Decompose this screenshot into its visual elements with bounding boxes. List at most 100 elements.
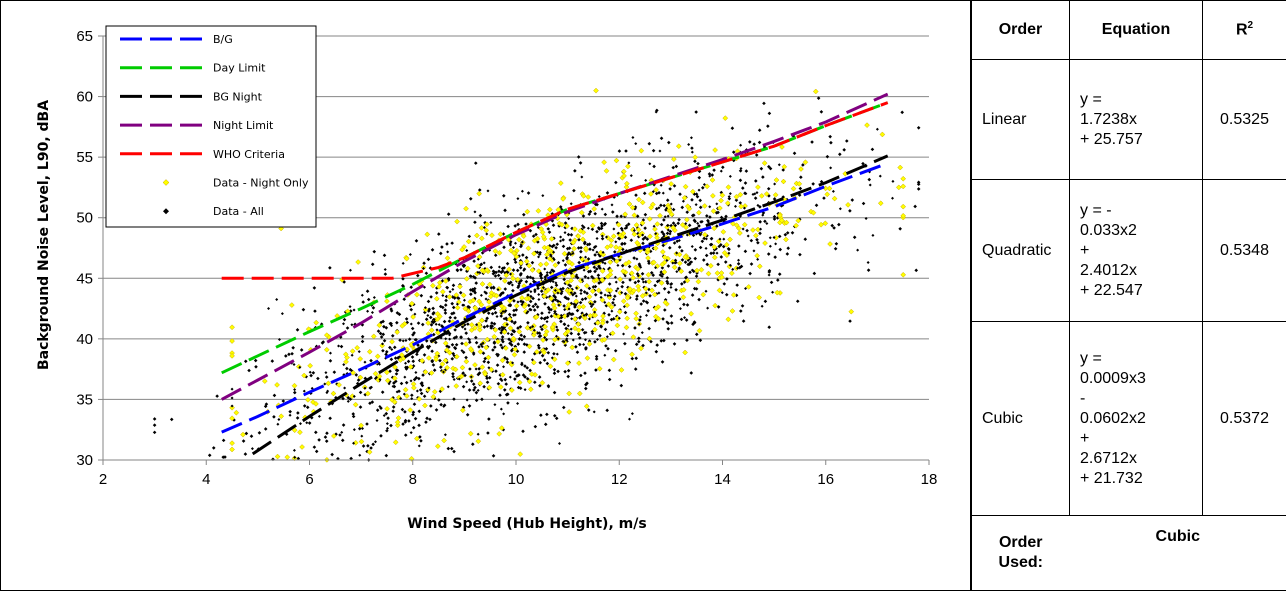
scatter-point-night: [605, 301, 612, 308]
scatter-point-night: [652, 313, 659, 320]
scatter-point: [605, 408, 609, 413]
scatter-point: [469, 379, 474, 383]
scatter-point-night: [795, 217, 802, 224]
scatter-point: [613, 275, 617, 279]
scatter-point: [755, 191, 759, 195]
scatter-point: [704, 289, 708, 293]
scatter-point: [346, 395, 351, 400]
scatter-point-night: [646, 216, 653, 222]
scatter-point: [837, 222, 841, 227]
scatter-point-night: [738, 203, 744, 210]
scatter-point-night: [900, 175, 907, 182]
scatter-point: [653, 283, 657, 288]
scatter-point: [638, 318, 642, 322]
scatter-point: [581, 214, 586, 218]
scatter-point: [404, 338, 408, 342]
scatter-point: [723, 260, 728, 264]
scatter-point: [434, 340, 438, 345]
scatter-point-night: [601, 159, 607, 166]
scatter-point: [502, 266, 506, 270]
scatter-point: [348, 305, 352, 309]
scatter-point-night: [702, 231, 708, 238]
scatter-point: [589, 304, 593, 308]
scatter-point: [450, 295, 455, 299]
scatter-point-night: [684, 277, 691, 284]
legend-label: WHO Criteria: [213, 148, 285, 161]
scatter-point: [717, 244, 722, 249]
scatter-point: [667, 140, 671, 145]
scatter-point-night: [479, 364, 486, 370]
scatter-point: [651, 190, 655, 194]
scatter-point-night: [639, 293, 646, 299]
scatter-point: [539, 325, 543, 329]
scatter-point: [215, 394, 219, 398]
scatter-point-night: [670, 156, 677, 163]
legend-label: B/G: [213, 33, 233, 46]
scatter-point: [730, 126, 735, 131]
scatter-point-night: [526, 262, 532, 269]
scatter-point: [461, 350, 466, 355]
scatter-point: [665, 206, 669, 210]
scatter-point: [450, 301, 454, 306]
scatter-point: [752, 142, 756, 147]
scatter-point: [612, 227, 616, 231]
scatter-point-night: [305, 396, 311, 403]
scatter-point: [302, 389, 306, 393]
scatter-point-night: [462, 305, 469, 312]
scatter-point: [461, 371, 465, 375]
scatter-point: [610, 203, 614, 207]
scatter-point: [496, 354, 500, 358]
scatter-point: [777, 234, 782, 239]
scatter-point: [381, 342, 385, 346]
scatter-point: [479, 342, 483, 347]
scatter-point: [305, 421, 309, 425]
scatter-point: [471, 274, 476, 279]
scatter-point: [548, 294, 552, 299]
scatter-point: [828, 134, 832, 139]
scatter-point-night: [653, 187, 659, 193]
scatter-point: [451, 283, 456, 288]
scatter-point-night: [772, 192, 779, 198]
scatter-point: [485, 324, 490, 328]
scatter-point: [544, 346, 549, 351]
x-tick-label: 16: [817, 471, 834, 488]
scatter-point: [913, 204, 917, 209]
header-r2: R2: [1202, 0, 1286, 60]
scatter-point: [588, 269, 593, 274]
scatter-point-night: [492, 248, 499, 254]
scatter-point-night: [864, 122, 870, 129]
scatter-point: [756, 240, 760, 245]
scatter-point-night: [511, 351, 518, 358]
scatter-point: [505, 360, 510, 364]
scatter-point: [640, 331, 644, 335]
scatter-point: [762, 101, 766, 106]
scatter-point-night: [541, 349, 547, 356]
scatter-point-night: [407, 407, 414, 413]
scatter-point: [622, 305, 626, 309]
scatter-point: [371, 442, 375, 447]
scatter-point: [555, 242, 560, 247]
scatter-point: [616, 263, 620, 267]
scatter-point-night: [724, 200, 731, 206]
scatter-point: [700, 220, 704, 224]
scatter-point: [379, 335, 384, 339]
scatter-point: [647, 326, 651, 331]
scatter-point-night: [496, 249, 503, 256]
scatter-point: [637, 262, 642, 266]
scatter-point: [588, 209, 593, 214]
scatter-point: [552, 367, 557, 372]
scatter-point-night: [394, 422, 401, 429]
scatter-point-night: [458, 373, 465, 380]
scatter-point: [644, 280, 648, 284]
scatter-point-night: [499, 371, 506, 378]
scatter-point-night: [704, 183, 710, 190]
scatter-point-night: [626, 201, 633, 207]
scatter-point: [370, 400, 375, 404]
scatter-point: [539, 271, 543, 275]
scatter-point: [365, 449, 369, 454]
scatter-point: [503, 208, 507, 213]
scatter-point-night: [730, 220, 736, 227]
scatter-point: [503, 287, 508, 291]
scatter-point: [606, 346, 610, 351]
scatter-point: [620, 284, 624, 289]
